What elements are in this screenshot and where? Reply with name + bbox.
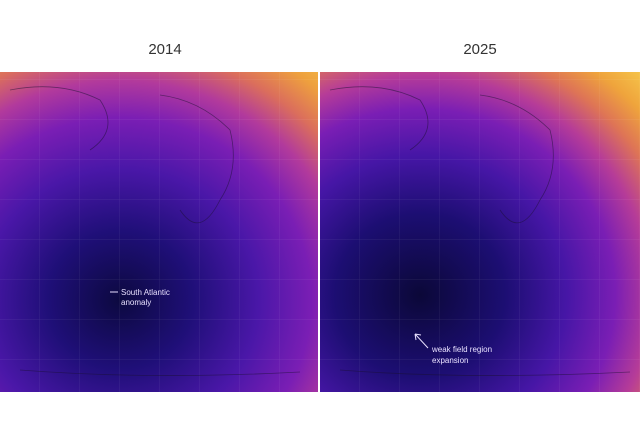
- panel-title: 2014: [148, 41, 181, 58]
- annotation-text: weak field region: [431, 345, 492, 354]
- annotation-text: South Atlantic: [121, 288, 170, 297]
- coastline: [329, 86, 631, 376]
- annotation-arrow: [414, 333, 429, 349]
- annotation-text: expansion: [432, 356, 468, 365]
- panel-2025: 2025 weak field region expansion: [320, 41, 640, 392]
- panel-2014: 2014 South Atlantic anomaly: [0, 41, 318, 392]
- coastline: [9, 86, 301, 376]
- panel-title: 2025: [463, 41, 496, 58]
- graticule: [320, 72, 640, 392]
- annotation-text: anomaly: [121, 298, 151, 307]
- graticule: [0, 72, 318, 392]
